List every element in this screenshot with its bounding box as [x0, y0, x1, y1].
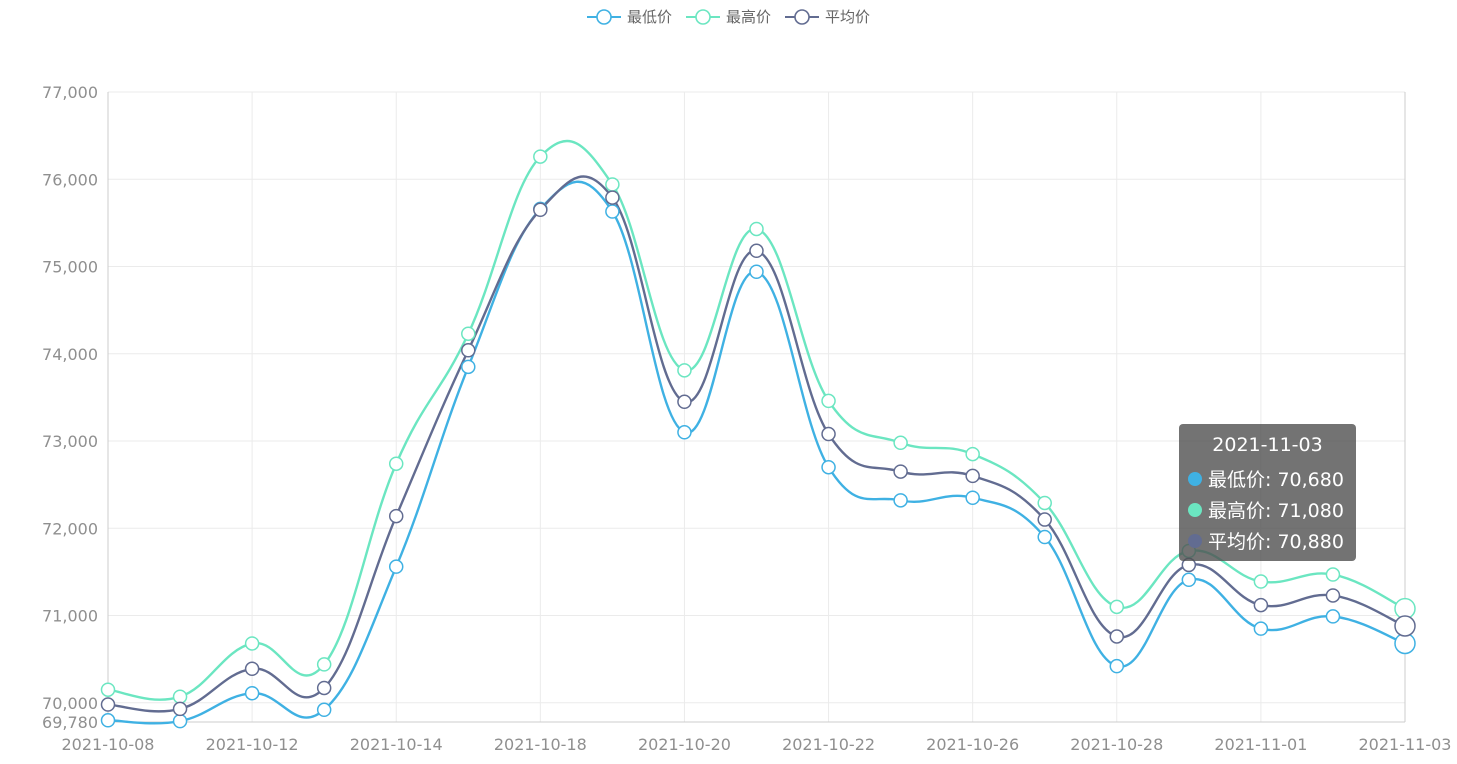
data-point-average — [244, 661, 260, 677]
data-point-average — [1037, 512, 1052, 527]
data-point-highest — [172, 689, 188, 704]
x-tick-label: 2021-10-12 — [206, 735, 299, 754]
legend-swatch-lowest-icon — [586, 8, 621, 25]
data-point-highest — [893, 435, 908, 451]
y-tick-label: 71,000 — [42, 607, 98, 626]
x-tick-label: 2021-11-01 — [1214, 735, 1307, 754]
tooltip-dot-highest-icon — [1188, 502, 1202, 517]
legend-item-highest[interactable]: 最高价 — [685, 6, 771, 27]
data-point-highest — [100, 682, 116, 697]
data-point-average — [533, 202, 548, 218]
legend-item-lowest[interactable]: 最低价 — [586, 6, 672, 27]
tooltip-value-average: 平均价: 70,880 — [1208, 531, 1344, 553]
tooltip-value-highest: 最高价: 71,080 — [1208, 500, 1344, 522]
x-tick-label: 2021-10-26 — [926, 735, 1019, 754]
legend-swatch-average-icon — [785, 8, 819, 25]
data-point-average — [461, 343, 476, 358]
data-point-average — [100, 697, 116, 712]
data-point-average — [316, 680, 332, 696]
data-point-highest — [677, 363, 692, 378]
data-point-average — [1325, 588, 1341, 603]
data-point-lowest — [965, 490, 980, 505]
data-point-highest — [1037, 495, 1052, 511]
data-point-lowest — [388, 559, 404, 574]
series-line-highest — [107, 139, 1406, 701]
data-point-average — [605, 190, 620, 205]
data-point-average — [749, 243, 764, 259]
data-point-lowest — [1325, 609, 1341, 624]
data-point-lowest — [1037, 529, 1052, 545]
x-tick-label: 2021-10-20 — [638, 735, 731, 754]
x-tick-label: 2021-11-03 — [1359, 735, 1452, 754]
data-point-highest — [1109, 599, 1125, 615]
data-point-lowest — [316, 702, 332, 718]
tooltip-row-average: 平均价: 70,880 — [1188, 525, 1356, 556]
legend-item-average[interactable]: 平均价 — [785, 6, 870, 27]
data-point-highest — [244, 636, 260, 651]
data-point-lowest — [1109, 658, 1125, 674]
y-tick-label: 70,000 — [42, 694, 98, 713]
legend-label-average: 平均价 — [825, 8, 871, 26]
data-point-lowest — [893, 493, 908, 508]
data-point-highest — [605, 177, 620, 192]
tooltip-dot-lowest-icon — [1188, 471, 1202, 486]
y-tick-label: 69,780 — [42, 713, 98, 732]
tooltip-title: 2021-11-03 — [1212, 434, 1323, 456]
y-tick-label: 73,000 — [42, 432, 98, 451]
legend-label-highest: 最高价 — [725, 8, 771, 26]
data-point-highest — [1253, 574, 1269, 589]
legend-label-lowest: 最低价 — [626, 8, 672, 26]
data-point-lowest — [605, 204, 620, 219]
x-tick-label: 2021-10-14 — [350, 735, 443, 754]
y-tick-label: 74,000 — [42, 345, 98, 364]
data-point-average — [821, 426, 836, 442]
tooltip-row-highest: 最高价: 71,080 — [1188, 494, 1356, 525]
data-point-lowest — [172, 713, 188, 729]
chart-tooltip: 2021-11-03 最低价: 70,680 最高价: 71,080 平均价: … — [1179, 424, 1356, 561]
data-point-highest — [316, 657, 332, 672]
x-tick-label: 2021-10-22 — [782, 735, 875, 754]
data-point-average — [172, 701, 188, 717]
data-point-lowest — [244, 685, 260, 701]
chart-legend: 最低价 最高价 平均价 — [0, 6, 1457, 27]
data-point-highest — [388, 456, 404, 471]
data-point-lowest — [461, 359, 476, 375]
data-point-average — [1394, 615, 1416, 637]
data-point-lowest — [749, 264, 764, 280]
data-point-highest — [1325, 567, 1341, 582]
data-point-highest — [965, 446, 980, 462]
data-point-highest — [749, 221, 764, 237]
legend-swatch-highest-icon — [685, 8, 720, 25]
data-point-average — [965, 468, 980, 484]
data-point-average — [388, 508, 404, 524]
x-tick-label: 2021-10-18 — [494, 735, 587, 754]
x-tick-label: 2021-10-28 — [1070, 735, 1163, 754]
data-point-average — [677, 394, 692, 410]
tooltip-row-lowest: 最低价: 70,680 — [1188, 463, 1356, 494]
data-point-lowest — [1253, 621, 1269, 636]
data-point-lowest — [821, 459, 836, 475]
data-point-lowest — [100, 713, 116, 728]
data-point-lowest — [677, 425, 692, 440]
data-point-average — [1253, 597, 1269, 613]
data-point-lowest — [1181, 572, 1197, 588]
tooltip-dot-average-icon — [1188, 533, 1202, 548]
data-point-average — [1109, 629, 1125, 644]
y-tick-label: 76,000 — [42, 170, 98, 189]
data-point-highest — [821, 393, 836, 409]
y-tick-label: 75,000 — [42, 258, 98, 277]
series-line-lowest — [107, 180, 1406, 725]
data-point-highest — [461, 326, 476, 341]
y-tick-label: 77,000 — [42, 83, 98, 102]
data-point-average — [893, 464, 908, 479]
y-tick-label: 72,000 — [42, 519, 98, 538]
tooltip-value-lowest: 最低价: 70,680 — [1208, 469, 1344, 491]
series-line-average — [107, 175, 1406, 713]
x-tick-label: 2021-10-08 — [62, 735, 155, 754]
data-point-highest — [533, 149, 548, 164]
